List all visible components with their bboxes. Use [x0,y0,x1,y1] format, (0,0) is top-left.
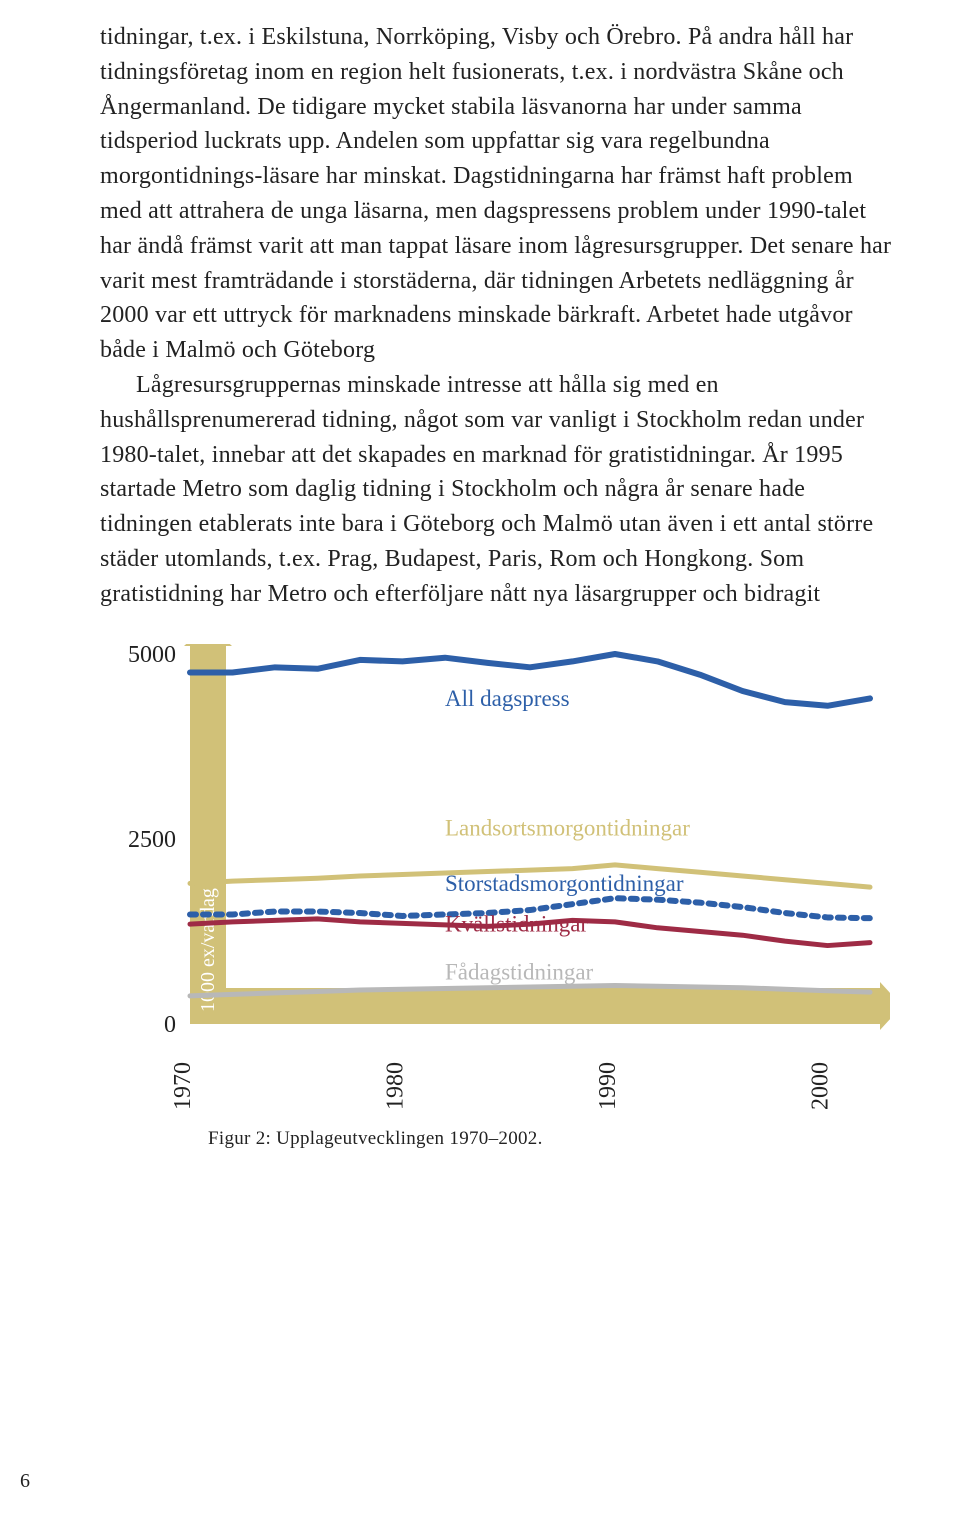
page-number: 6 [20,1470,30,1493]
paragraph-2: Lågresursgruppernas minskade intresse at… [100,368,900,612]
svg-text:Storstadsmorgontidningar: Storstadsmorgontidningar [445,870,684,895]
svg-text:Kvällstidningar: Kvällstidningar [445,911,588,936]
svg-text:0: 0 [164,1012,176,1038]
svg-text:2500: 2500 [128,827,176,853]
paragraph-1: tidningar, t.ex. i Eskilstuna, Norrköpin… [100,20,900,368]
svg-text:1980: 1980 [383,1062,409,1110]
svg-text:1970: 1970 [170,1062,196,1110]
line-chart: 1000 ex/vardag0250050001970198019902000A… [100,644,890,1114]
svg-text:All dagspress: All dagspress [445,685,570,710]
chart-container: 1000 ex/vardag0250050001970198019902000A… [100,644,900,1150]
svg-text:Fådagstidningar: Fådagstidningar [445,959,594,984]
svg-text:1990: 1990 [595,1062,621,1110]
svg-text:Landsortsmorgontidningar: Landsortsmorgontidningar [445,815,690,840]
figure-caption: Figur 2: Upplageutvecklingen 1970–2002. [208,1128,900,1150]
svg-text:2000: 2000 [808,1062,834,1110]
svg-text:5000: 5000 [128,644,176,668]
body-text: tidningar, t.ex. i Eskilstuna, Norrköpin… [100,0,900,612]
